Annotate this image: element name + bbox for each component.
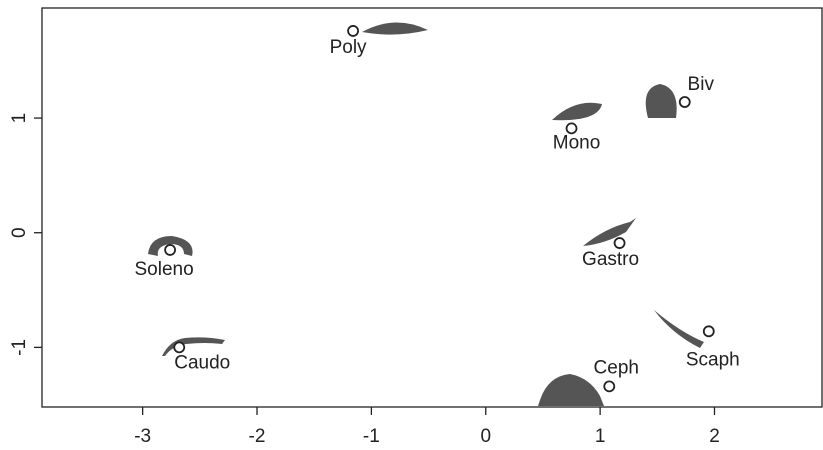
- point-label: Caudo: [174, 352, 230, 373]
- x-tick-label: -2: [249, 426, 266, 447]
- soleno-silhouette: [148, 236, 193, 256]
- point-label: Ceph: [594, 357, 639, 378]
- poly-silhouette: [362, 22, 428, 35]
- y-tick-label: -1: [9, 339, 30, 356]
- ceph-silhouette: [538, 374, 604, 406]
- x-tick-label: 0: [480, 426, 491, 447]
- x-tick-label: -3: [134, 426, 151, 447]
- point-label: Biv: [688, 74, 715, 95]
- point: [702, 325, 715, 338]
- point-label: Mono: [553, 132, 601, 153]
- point: [164, 244, 176, 256]
- point-label: Soleno: [135, 259, 194, 280]
- point: [603, 380, 616, 393]
- x-tick-label: -1: [363, 426, 380, 447]
- y-tick-label: 0: [9, 227, 30, 238]
- point: [347, 25, 359, 37]
- point-label: Scaph: [686, 349, 740, 370]
- biv-silhouette: [645, 84, 677, 118]
- plot-frame: [41, 7, 823, 408]
- point: [173, 341, 186, 354]
- x-tick-label: 2: [709, 426, 720, 447]
- point: [613, 237, 626, 249]
- gastro-silhouette: [583, 218, 636, 246]
- point-label: Poly: [330, 37, 367, 58]
- y-tick-label: 1: [9, 113, 30, 124]
- x-tick-label: 1: [595, 426, 606, 447]
- silhouettes: [148, 22, 704, 406]
- scaph-silhouette: [654, 310, 704, 348]
- point-label: Gastro: [582, 249, 639, 270]
- mono-silhouette: [552, 102, 602, 121]
- point: [565, 122, 578, 135]
- point: [678, 96, 691, 108]
